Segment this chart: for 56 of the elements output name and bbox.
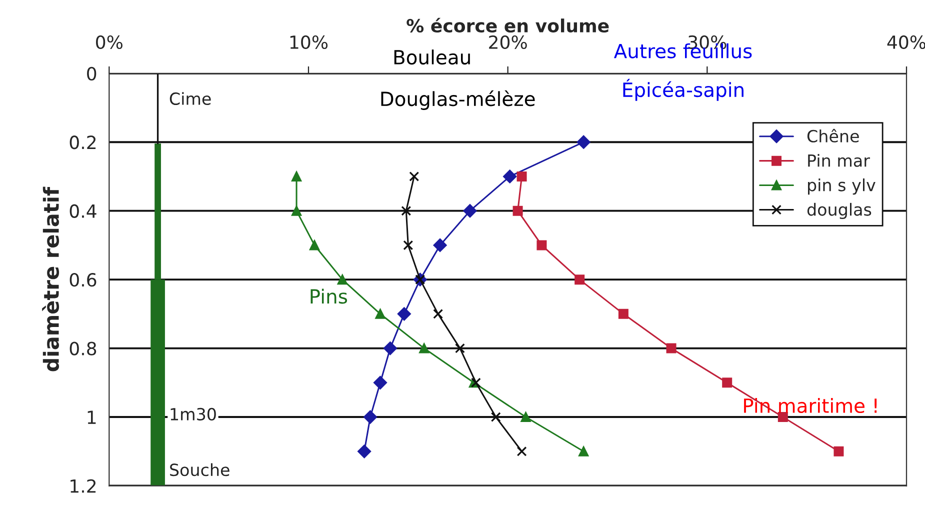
x-tick-label: 0% — [96, 35, 122, 50]
point — [433, 308, 444, 319]
y-tick-label: 0.8 — [70, 342, 96, 356]
point — [778, 412, 788, 422]
point — [454, 343, 465, 354]
point — [433, 238, 447, 252]
point — [516, 446, 527, 456]
y-tick-label: 0 — [87, 66, 96, 80]
point — [512, 206, 523, 216]
point — [358, 444, 372, 458]
y-tick-label: 1 — [88, 410, 96, 424]
x-axis-title: % écorce en volume — [406, 18, 609, 33]
legend-label: pin s ylv — [808, 178, 876, 195]
point — [536, 240, 547, 250]
point — [503, 170, 517, 184]
y-tick-label: 0.2 — [70, 136, 96, 150]
point — [666, 343, 676, 354]
point — [292, 171, 302, 182]
point — [309, 240, 320, 250]
point — [722, 378, 732, 388]
legend-label: Pin mar — [808, 154, 870, 167]
point — [578, 446, 589, 456]
x-tick-label: 20% — [489, 35, 527, 50]
point — [383, 342, 397, 356]
annotation: Souche — [170, 463, 230, 476]
point — [374, 376, 387, 390]
point — [618, 308, 628, 319]
point — [516, 171, 527, 182]
point — [403, 240, 414, 250]
y-tick-label: 1.2 — [70, 479, 96, 493]
point — [292, 206, 302, 216]
point — [397, 307, 411, 321]
point — [520, 412, 531, 422]
y-tick-label: 0.6 — [70, 273, 96, 287]
point — [409, 171, 420, 182]
annotation: 1m30 — [170, 408, 216, 420]
point — [576, 135, 590, 149]
annotation: Douglas-mélèze — [381, 90, 535, 110]
point — [463, 204, 477, 218]
y-tick-label: 0.4 — [70, 204, 96, 218]
point — [337, 274, 348, 285]
point — [375, 308, 386, 319]
y-axis-title: diamètre relatif — [42, 186, 60, 372]
point — [401, 206, 412, 216]
point — [364, 410, 378, 424]
annotation: Cime — [170, 92, 211, 106]
x-tick-label: 10% — [290, 35, 328, 50]
text: Bouleau — [394, 50, 470, 65]
legend-label: Chêne — [807, 128, 859, 142]
point — [490, 412, 501, 422]
annotation: Épicéa-sapin — [623, 78, 744, 101]
point — [574, 274, 585, 285]
legend-label: douglas — [807, 202, 872, 220]
point — [419, 343, 430, 354]
annotation: Pins — [310, 288, 348, 304]
point — [834, 446, 844, 456]
